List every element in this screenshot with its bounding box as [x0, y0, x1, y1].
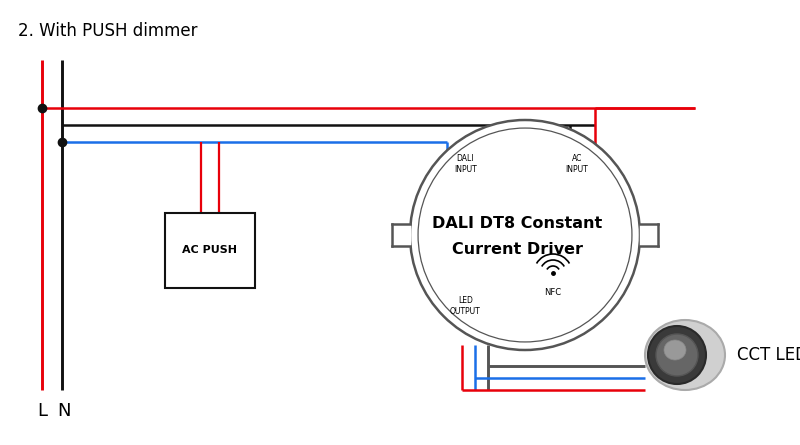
FancyBboxPatch shape — [392, 224, 410, 246]
Text: L: L — [37, 402, 47, 420]
Text: CCT LED: CCT LED — [737, 346, 800, 364]
Ellipse shape — [656, 334, 698, 376]
Text: AC PUSH: AC PUSH — [182, 245, 238, 255]
FancyBboxPatch shape — [640, 224, 658, 246]
Ellipse shape — [664, 340, 686, 360]
FancyBboxPatch shape — [165, 213, 255, 287]
Text: DALI DT8 Constant: DALI DT8 Constant — [432, 215, 602, 231]
Text: Current Driver: Current Driver — [451, 243, 582, 258]
Text: NFC: NFC — [545, 288, 562, 297]
Text: DALI
INPUT: DALI INPUT — [454, 154, 477, 174]
Ellipse shape — [645, 320, 725, 390]
Text: 2. With PUSH dimmer: 2. With PUSH dimmer — [18, 22, 198, 40]
Text: N: N — [58, 402, 70, 420]
Circle shape — [410, 120, 640, 350]
Text: AC
INPUT: AC INPUT — [566, 154, 588, 174]
Text: LED
OUTPUT: LED OUTPUT — [450, 296, 481, 316]
Ellipse shape — [648, 326, 706, 384]
